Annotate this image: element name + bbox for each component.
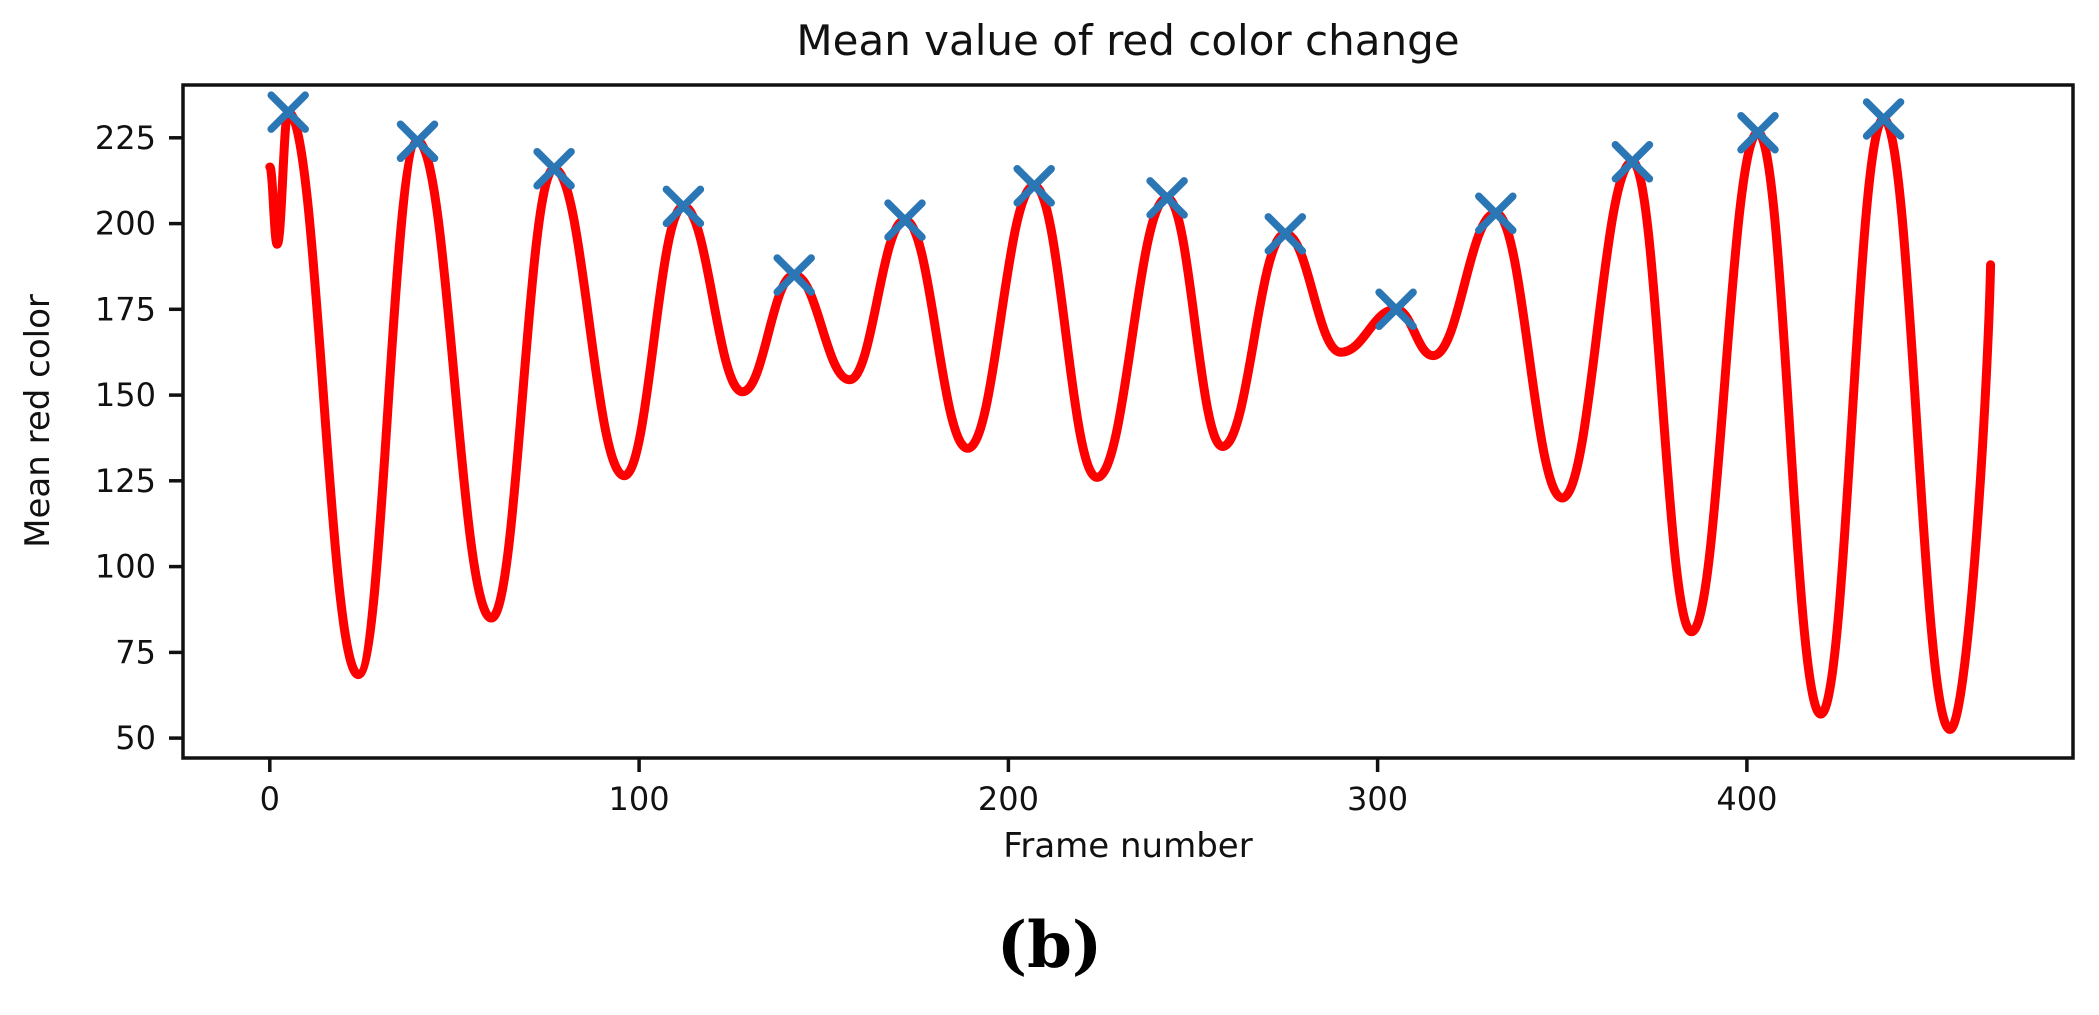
peak-marker-icon — [1737, 111, 1779, 154]
peak-marker-icon — [533, 147, 575, 190]
peak-marker-icon — [1475, 192, 1517, 235]
peak-marker-icon — [1146, 177, 1188, 219]
y-axis-label: Mean red color — [18, 294, 58, 548]
x-tick-label: 100 — [609, 780, 670, 818]
y-tick-label: 150 — [95, 376, 156, 414]
x-tick-label: 0 — [260, 780, 280, 818]
peak-marker-icon — [1013, 165, 1055, 207]
peak-marker-icon — [1611, 141, 1654, 183]
peak-marker-icon — [267, 91, 309, 133]
chart-title: Mean value of red color change — [796, 16, 1460, 65]
peak-marker-icon — [1375, 288, 1417, 331]
x-tick-label: 200 — [978, 780, 1039, 818]
plot-border — [181, 83, 2075, 760]
y-tick-label: 175 — [95, 290, 156, 328]
peak-marker-icon — [662, 185, 705, 228]
y-tick-label: 125 — [95, 462, 156, 500]
peak-marker-icon — [1264, 213, 1307, 255]
y-tick-label: 100 — [95, 548, 156, 586]
y-tick-label: 225 — [95, 119, 156, 157]
mean-red-curve — [265, 107, 1996, 734]
x-axis-label: Frame number — [1003, 826, 1253, 866]
peak-marker-icon — [396, 120, 439, 163]
peak-marker-icon — [1862, 98, 1905, 140]
peak-marker-icon — [773, 254, 815, 296]
x-tick-label: 400 — [1716, 780, 1777, 818]
y-tick-label: 75 — [115, 633, 156, 671]
y-tick-label: 200 — [95, 205, 156, 243]
peak-marker-icon — [884, 199, 926, 241]
y-tick-label: 50 — [115, 719, 156, 757]
figure-caption: (b) — [996, 908, 1103, 983]
x-tick-label: 300 — [1347, 780, 1408, 818]
